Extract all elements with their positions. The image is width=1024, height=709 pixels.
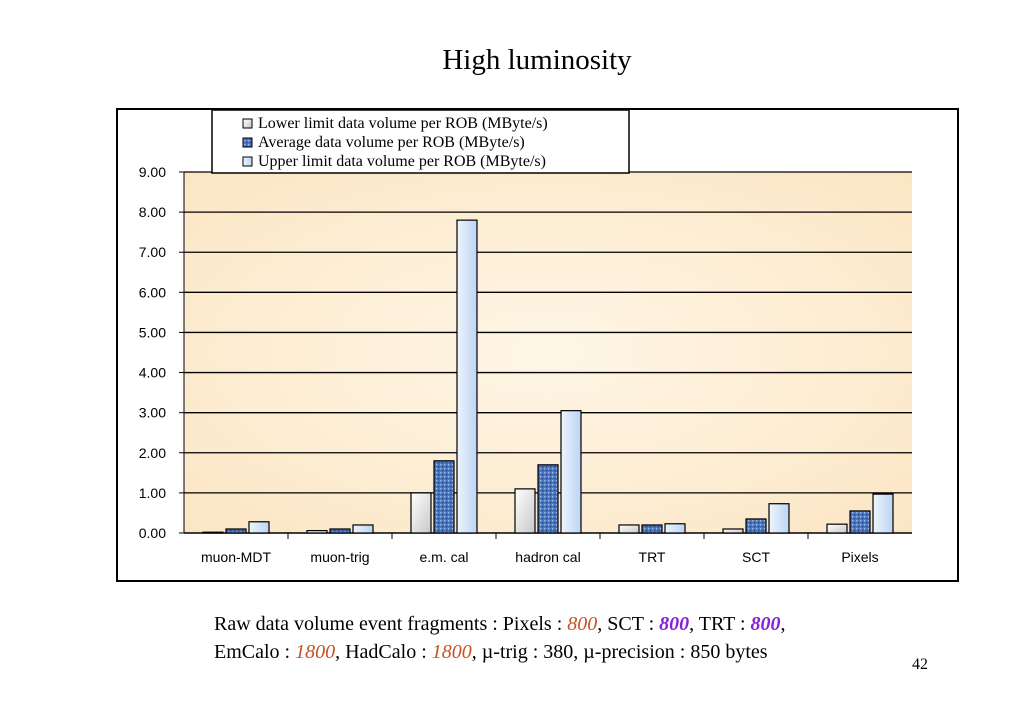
legend-swatch-average (242, 137, 253, 148)
y-tick-label: 7.00 (139, 244, 166, 260)
x-tick-label: muon-MDT (201, 549, 271, 565)
caption-prefix: Raw data volume event fragments : Pixels… (214, 613, 568, 635)
trt-label: , TRT : (689, 613, 751, 635)
y-tick-label: 4.00 (139, 365, 166, 381)
x-tick-label: e.m. cal (419, 549, 468, 565)
pixels-value: 800 (567, 613, 598, 635)
bar-average (849, 510, 871, 534)
legend-label-average: Average data volume per ROB (MByte/s) (258, 134, 525, 151)
page-number: 42 (912, 656, 928, 673)
trailing-comma: , (780, 613, 786, 635)
legend-label-lower: Lower limit data volume per ROB (MByte/s… (258, 115, 548, 132)
sct-label: , SCT : (597, 613, 660, 635)
slide-title: High luminosity (442, 44, 632, 76)
bar-upper-limit (352, 524, 374, 534)
bar-lower-limit (618, 524, 640, 534)
bar-lower-limit (410, 492, 432, 534)
legend-swatch-lower (242, 118, 253, 129)
x-tick-label: Pixels (841, 549, 878, 565)
y-tick-label: 3.00 (139, 405, 166, 421)
bar-average (329, 528, 351, 534)
bar-average (225, 528, 247, 534)
caption-line-2: EmCalo : 1800, HadCalo : 1800, µ-trig : … (214, 638, 954, 666)
hadcalo-value: 1800 (431, 641, 472, 663)
bar-upper-limit (248, 521, 270, 534)
emcalo-label: EmCalo : (214, 641, 296, 663)
y-tick-label: 0.00 (139, 525, 166, 541)
bar-upper-limit (872, 493, 894, 534)
legend-swatch-upper (242, 156, 253, 167)
bar-lower-limit (306, 529, 328, 534)
bar-upper-limit (560, 410, 582, 534)
bar-lower-limit (722, 528, 744, 534)
bar-lower-limit (826, 523, 848, 534)
caption: Raw data volume event fragments : Pixels… (214, 610, 954, 666)
caption-line-1: Raw data volume event fragments : Pixels… (214, 610, 954, 638)
hadcalo-label: , HadCalo : (335, 641, 432, 663)
y-tick-label: 9.00 (139, 164, 166, 180)
emcalo-value: 1800 (295, 641, 336, 663)
legend-box (211, 109, 630, 174)
bar-average (641, 524, 663, 534)
y-tick-label: 8.00 (139, 204, 166, 220)
caption-rest: , µ-trig : 380, µ-precision : 850 bytes (471, 641, 768, 663)
bar-upper-limit (456, 219, 478, 534)
x-tick-label: SCT (742, 549, 770, 565)
y-tick-label: 2.00 (139, 445, 166, 461)
trt-value: 800 (750, 613, 781, 635)
legend: Lower limit data volume per ROB (MByte/s… (211, 109, 630, 174)
bar-average (433, 460, 455, 534)
y-tick-label: 1.00 (139, 485, 166, 501)
bar-average (745, 518, 767, 534)
y-tick-label: 5.00 (139, 324, 166, 340)
bar-average (537, 464, 559, 534)
bar-lower-limit (514, 488, 536, 534)
sct-value: 800 (659, 613, 690, 635)
y-tick-label: 6.00 (139, 284, 166, 300)
bar-lower-limit (202, 531, 224, 534)
legend-label-upper: Upper limit data volume per ROB (MByte/s… (258, 153, 546, 170)
bar-upper-limit (768, 503, 790, 534)
bar-upper-limit (664, 523, 686, 534)
x-tick-label: hadron cal (515, 549, 580, 565)
x-tick-label: TRT (639, 549, 666, 565)
x-tick-label: muon-trig (310, 549, 369, 565)
